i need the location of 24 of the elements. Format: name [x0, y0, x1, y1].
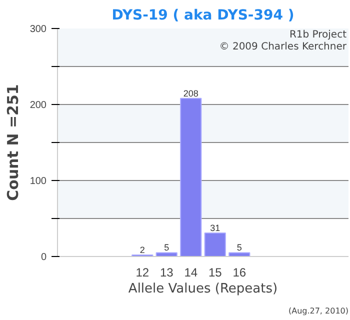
x-tick-label: 12: [136, 266, 150, 280]
annotation: © 2009 Charles Kerchner: [219, 42, 348, 52]
data-label: 31: [210, 222, 220, 233]
y-axis-title: Count N =251: [4, 84, 22, 201]
x-axis-title: Allele Values (Repeats): [128, 282, 278, 296]
bar: [180, 98, 202, 256]
x-tick-label: 13: [160, 266, 174, 280]
annotation: R1b Project: [289, 30, 347, 40]
y-tick-label: 100: [30, 176, 47, 187]
x-tick-label: 14: [184, 266, 198, 280]
bar: [156, 252, 178, 256]
chart-title: DYS-19 ( aka DYS-394 ): [112, 8, 294, 24]
y-tick-label: 0: [40, 252, 47, 263]
data-label: 208: [183, 88, 198, 98]
text: (Aug.27, 2010): [288, 306, 348, 316]
data-label: 5: [236, 242, 242, 253]
x-tick-label: 15: [208, 266, 222, 280]
x-tick-label: 16: [232, 266, 246, 280]
bar: [228, 252, 250, 256]
y-tick-label: 300: [30, 24, 47, 35]
y-tick-label: 200: [30, 100, 47, 111]
data-label: 5: [164, 242, 170, 253]
data-label: 2: [140, 244, 145, 255]
bar: [204, 232, 226, 256]
